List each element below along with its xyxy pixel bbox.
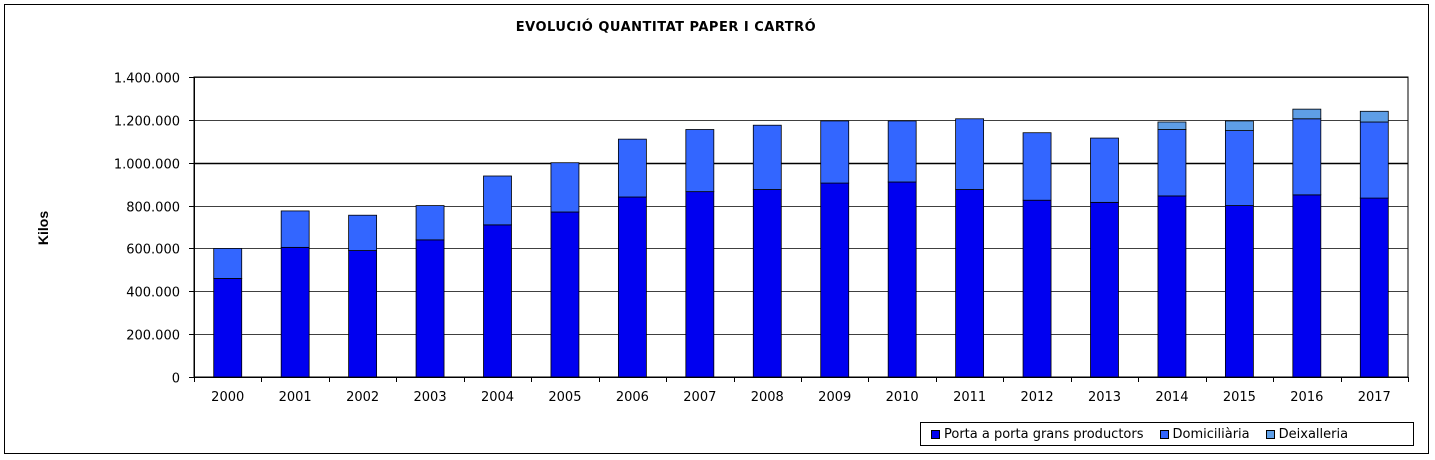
bar-porta-a-porta-2009 <box>820 182 850 378</box>
x-tick-label: 2008 <box>751 390 784 405</box>
legend-label: Domiciliària <box>1172 426 1250 442</box>
bar-deixalleria-2017 <box>1359 110 1389 123</box>
axes <box>189 77 1409 382</box>
bar-porta-a-porta-2001 <box>280 246 310 378</box>
tick-labels: 0 200.000 400.000 600.000 800.000 1.000.000 1.… <box>114 72 1391 406</box>
bar-porta-a-porta-2015 <box>1224 205 1254 378</box>
legend-swatch <box>931 429 940 439</box>
bar-domiciliaria-2001 <box>280 210 310 248</box>
x-tick-label: 2017 <box>1358 390 1391 405</box>
y-tick-label: 1.200.000 <box>114 115 180 130</box>
bar-porta-a-porta-2005 <box>550 211 580 378</box>
bar-porta-a-porta-2017 <box>1359 197 1389 378</box>
x-tick-label: 2010 <box>886 390 919 405</box>
plot-area <box>193 76 1409 378</box>
bar-porta-a-porta-2004 <box>483 224 512 378</box>
bar-domiciliaria-2011 <box>955 118 985 190</box>
bar-porta-a-porta-2014 <box>1157 195 1187 378</box>
y-axis-label: Kilos <box>35 211 51 245</box>
x-tick-label: 2007 <box>683 390 716 405</box>
bar-porta-a-porta-2006 <box>617 196 647 378</box>
x-tick-label: 2001 <box>279 390 312 405</box>
legend-swatch <box>1159 429 1169 439</box>
y-tick-label: 1.400.000 <box>114 72 180 87</box>
legend-item-domiciliaria: Domiciliària <box>1159 426 1250 442</box>
legend-item-deixalleria: Deixalleria <box>1265 426 1349 442</box>
y-tick-label: 0 <box>172 372 180 387</box>
y-tick-label: 1.000.000 <box>114 158 180 173</box>
legend-swatch <box>1265 429 1275 439</box>
x-tick-label: 2012 <box>1021 390 1054 405</box>
bar-domiciliaria-2015 <box>1224 130 1254 206</box>
bar-domiciliaria-2003 <box>415 205 445 241</box>
x-tick-label: 2011 <box>953 390 986 405</box>
chart-title: EVOLUCIÓ QUANTITAT PAPER I CARTRÓ <box>515 20 817 35</box>
bar-porta-a-porta-2010 <box>887 181 917 378</box>
bar-domiciliaria-2014 <box>1157 129 1187 197</box>
x-tick-label: 2000 <box>211 390 244 405</box>
legend-label: Deixalleria <box>1278 426 1349 442</box>
x-tick-label: 2002 <box>346 390 379 405</box>
x-tick-label: 2015 <box>1223 390 1256 405</box>
bar-porta-a-porta-2003 <box>415 239 445 378</box>
bar-porta-a-porta-2008 <box>752 189 782 378</box>
bar-domiciliaria-2016 <box>1292 118 1322 196</box>
bar-domiciliaria-2008 <box>752 124 782 190</box>
bar-deixalleria-2016 <box>1292 108 1322 120</box>
bar-porta-a-porta-2000 <box>213 278 243 378</box>
legend-label: Porta a porta grans productors <box>944 426 1144 442</box>
y-tick-label: 800.000 <box>126 201 180 216</box>
x-tick-label: 2005 <box>548 390 581 405</box>
bar-domiciliaria-2012 <box>1022 132 1052 201</box>
legend-item-porta-a-porta: Porta a porta grans productors <box>931 427 1144 442</box>
bar-porta-a-porta-2011 <box>955 189 985 378</box>
y-tick-label: 600.000 <box>126 243 180 258</box>
bar-porta-a-porta-2016 <box>1292 194 1322 378</box>
bar-domiciliaria-2007 <box>685 129 715 193</box>
bar-deixalleria-2015 <box>1224 120 1254 131</box>
bars <box>213 108 1389 378</box>
bar-domiciliaria-2002 <box>348 214 378 251</box>
x-tick-label: 2003 <box>414 390 447 405</box>
y-tick-label: 200.000 <box>126 329 180 344</box>
bar-porta-a-porta-2013 <box>1090 201 1119 378</box>
legend: Porta a porta grans productors Domiciliàr… <box>920 422 1414 446</box>
bar-domiciliaria-2013 <box>1090 137 1119 203</box>
bar-domiciliaria-2005 <box>550 162 580 213</box>
bar-porta-a-porta-2007 <box>685 191 715 378</box>
bar-deixalleria-2014 <box>1157 121 1187 130</box>
x-tick-label: 2004 <box>481 390 514 405</box>
x-tick-label: 2016 <box>1290 390 1323 405</box>
bar-porta-a-porta-2002 <box>348 250 378 378</box>
bar-domiciliaria-2004 <box>483 175 512 226</box>
x-tick-label: 2013 <box>1088 390 1121 405</box>
bar-porta-a-porta-2012 <box>1022 199 1052 378</box>
x-tick-label: 2014 <box>1155 390 1188 405</box>
bar-domiciliaria-2010 <box>887 120 917 183</box>
bar-domiciliaria-2006 <box>617 138 647 198</box>
bar-domiciliaria-2000 <box>213 248 243 279</box>
bar-domiciliaria-2009 <box>820 120 850 184</box>
bar-domiciliaria-2017 <box>1359 121 1389 199</box>
x-tick-label: 2009 <box>818 390 851 405</box>
x-tick-label: 2006 <box>616 390 649 405</box>
y-tick-label: 400.000 <box>126 286 180 301</box>
